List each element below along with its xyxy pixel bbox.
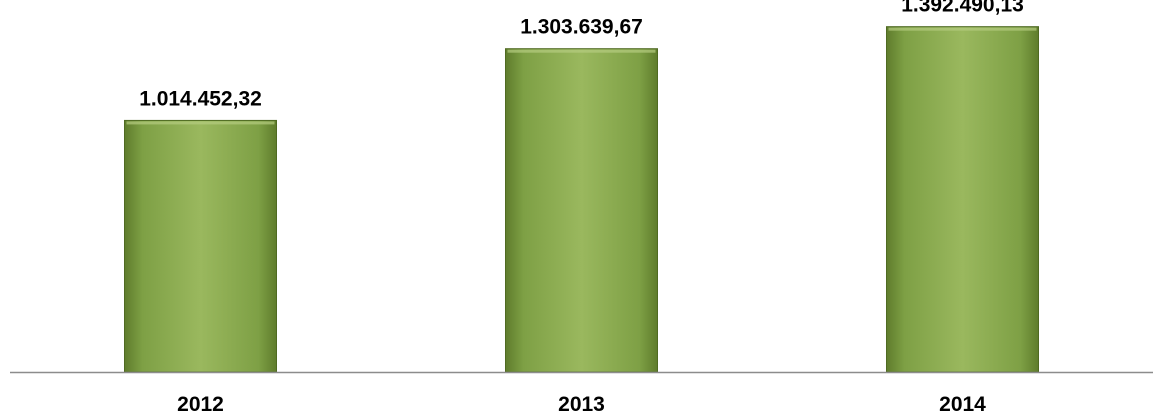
bar-bevel-2012 bbox=[126, 121, 275, 125]
bar-bevel-2013 bbox=[507, 49, 656, 53]
data-label-2014: 1.392.490,13 bbox=[901, 0, 1024, 17]
x-tick-label-2012: 2012 bbox=[177, 393, 224, 416]
x-tick-label-2013: 2013 bbox=[558, 393, 605, 416]
data-label-2012: 1.014.452,32 bbox=[139, 87, 262, 110]
bar-2012 bbox=[124, 119, 277, 373]
labels-group: 1.014.452,32 2012 1.303.639,67 2013 1.392.49… bbox=[139, 0, 1024, 416]
bar-2014 bbox=[886, 26, 1039, 373]
bars-group bbox=[124, 26, 1039, 373]
bar-2013 bbox=[505, 48, 658, 373]
data-label-2013: 1.303.639,67 bbox=[520, 16, 643, 39]
x-tick-label-2014: 2014 bbox=[939, 393, 986, 416]
bar-bevel-2014 bbox=[888, 27, 1037, 31]
